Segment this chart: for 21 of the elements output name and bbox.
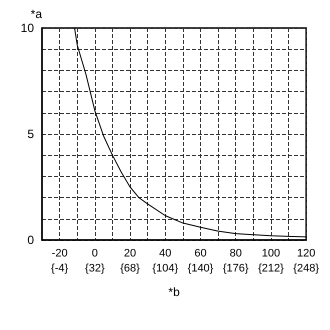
x-axis-title: *b (168, 285, 180, 299)
x-tick-label: 20 (124, 248, 136, 260)
x2-tick-label: {248} (293, 262, 320, 274)
x-tick-label: 80 (230, 248, 242, 260)
x-tick-label: 40 (159, 248, 172, 260)
x2-tick-label: {68} (120, 262, 140, 274)
x2-tick-label: {212} (258, 262, 284, 274)
x2-tick-label: {-4} (51, 262, 68, 274)
y-axis-title: *a (30, 7, 42, 21)
x2-tick-label: {104} (152, 262, 178, 274)
x-tick-label: 0 (92, 248, 98, 260)
x-tick-label: 100 (262, 248, 280, 260)
y-tick-label: 10 (20, 21, 34, 35)
x2-tick-label: {32} (85, 262, 105, 274)
y-tick-label: 0 (27, 233, 34, 247)
x2-tick-label: {176} (222, 262, 249, 274)
x2-tick-label: {140} (188, 262, 214, 274)
y-tick-label: 5 (27, 127, 34, 141)
x-tick-label: -20 (52, 248, 68, 260)
x-tick-label: 60 (194, 248, 207, 260)
x-tick-label: 120 (296, 248, 316, 260)
